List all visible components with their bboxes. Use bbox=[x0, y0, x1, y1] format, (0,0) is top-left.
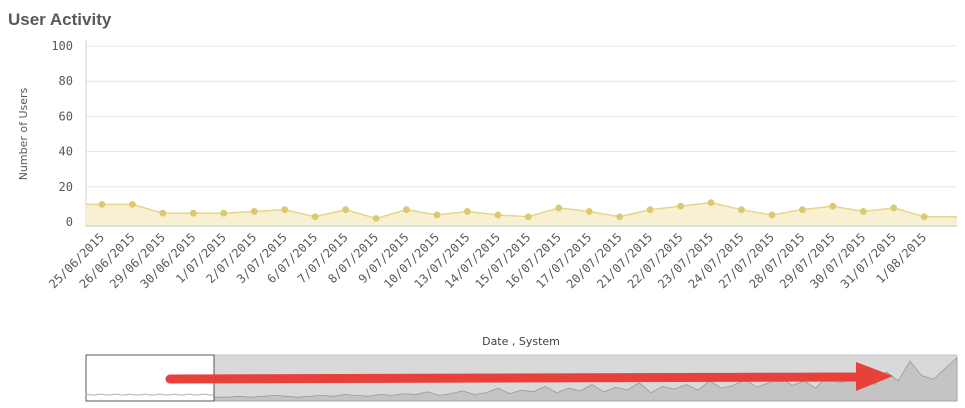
y-tick-label: 100 bbox=[51, 39, 73, 53]
data-point[interactable] bbox=[189, 209, 197, 217]
data-point[interactable] bbox=[859, 208, 867, 215]
series-area bbox=[86, 201, 957, 225]
area-fill bbox=[86, 202, 957, 225]
data-point[interactable] bbox=[464, 208, 471, 215]
data-point[interactable] bbox=[829, 202, 837, 210]
data-point[interactable] bbox=[585, 208, 593, 215]
data-point[interactable] bbox=[250, 208, 258, 215]
data-point[interactable] bbox=[494, 211, 502, 219]
y-tick-label: 20 bbox=[59, 180, 73, 194]
x-axis-label: Date , System bbox=[482, 335, 560, 348]
data-point[interactable] bbox=[738, 206, 745, 214]
x-axis: 25/06/201526/06/201529/06/201530/06/2015… bbox=[46, 230, 929, 291]
grid-lines bbox=[85, 40, 957, 227]
data-point[interactable] bbox=[768, 211, 776, 219]
data-point[interactable] bbox=[616, 213, 624, 221]
y-tick-label: 80 bbox=[59, 74, 73, 88]
data-point[interactable] bbox=[433, 211, 441, 219]
y-tick-label: 0 bbox=[66, 215, 73, 229]
navigator-selection-series bbox=[85, 393, 214, 396]
data-point[interactable] bbox=[920, 213, 928, 221]
data-point[interactable] bbox=[220, 209, 228, 217]
data-point[interactable] bbox=[342, 206, 349, 214]
data-point[interactable] bbox=[403, 206, 410, 214]
y-axis: 100 80 60 40 20 0 bbox=[51, 39, 73, 229]
data-point[interactable] bbox=[98, 201, 106, 208]
data-point[interactable] bbox=[372, 215, 380, 222]
red-arrow-annotation bbox=[165, 362, 893, 391]
chart-title: User Activity bbox=[8, 10, 112, 29]
data-point[interactable] bbox=[798, 206, 806, 214]
data-point[interactable] bbox=[524, 213, 532, 221]
arrow-shaft bbox=[165, 372, 867, 384]
data-point[interactable] bbox=[281, 206, 289, 214]
y-axis-label: Number of Users bbox=[17, 87, 30, 180]
series-line bbox=[86, 201, 957, 220]
data-point[interactable] bbox=[159, 209, 167, 217]
y-tick-label: 40 bbox=[59, 145, 73, 159]
data-point[interactable] bbox=[129, 201, 136, 208]
series-points bbox=[98, 199, 928, 222]
data-point[interactable] bbox=[677, 202, 684, 210]
data-point[interactable] bbox=[646, 206, 654, 214]
y-tick-label: 60 bbox=[59, 109, 73, 123]
data-point[interactable] bbox=[890, 204, 898, 212]
data-point[interactable] bbox=[707, 199, 715, 207]
data-point[interactable] bbox=[311, 213, 319, 221]
data-point[interactable] bbox=[555, 204, 563, 212]
arrow-head bbox=[856, 362, 893, 391]
